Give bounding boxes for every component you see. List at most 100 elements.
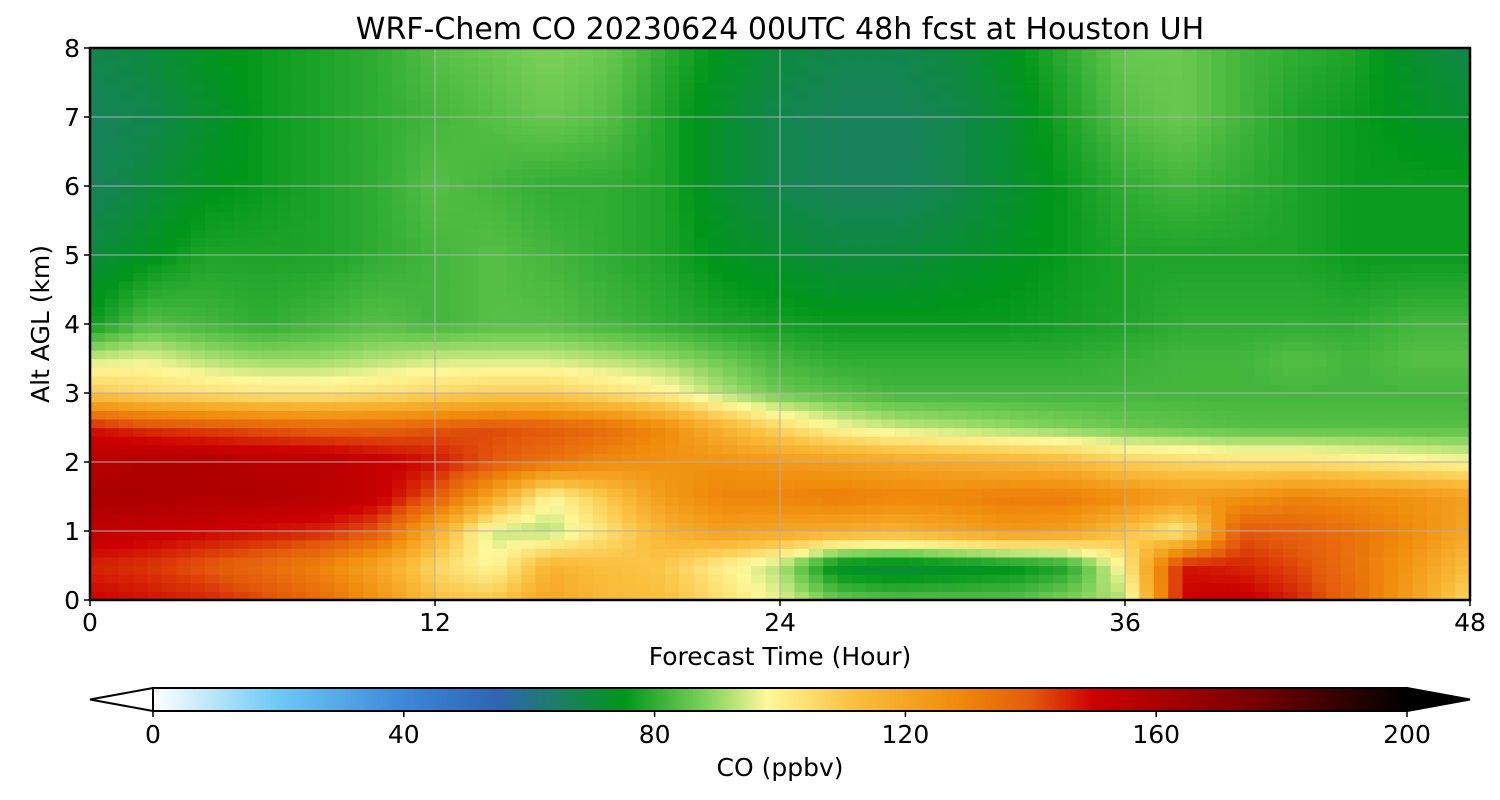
heatmap-cell [291,324,307,334]
heatmap-cell [1168,591,1184,600]
heatmap-cell [492,574,508,584]
heatmap-cell [1225,574,1241,584]
heatmap-cell [1412,548,1428,558]
heatmap-cell [521,220,537,230]
heatmap-cell [780,315,795,325]
heatmap-cell [348,160,364,170]
heatmap-cell [377,255,393,265]
heatmap-cell [176,272,192,282]
heatmap-cell [1168,349,1184,360]
heatmap-cell [808,436,824,446]
heatmap-cell [291,367,307,377]
heatmap-cell [262,151,278,161]
heatmap-cell [736,393,752,403]
heatmap-cell [478,539,494,549]
heatmap-cell [1125,298,1140,308]
heatmap-cell [751,324,767,334]
heatmap-cell [1053,591,1069,600]
heatmap-cell [1067,220,1083,230]
heatmap-cell [1081,349,1097,360]
heatmap-cell [1412,539,1428,549]
heatmap-cell [377,401,393,411]
heatmap-cell [1268,487,1284,498]
heatmap-cell [190,306,206,316]
heatmap-cell [1240,341,1255,351]
heatmap-cell [276,358,292,368]
heatmap-cell [607,436,623,446]
heatmap-cell [564,177,580,187]
heatmap-cell [233,505,249,515]
heatmap-cell [1153,237,1169,247]
heatmap-cell [348,574,364,584]
heatmap-cell [406,341,422,351]
heatmap-cell [406,418,422,429]
heatmap-cell [305,280,321,291]
heatmap-cell [133,332,149,342]
heatmap-cell [1412,332,1428,342]
heatmap-cell [1340,263,1356,273]
heatmap-cell [1283,160,1299,170]
heatmap-cell [938,574,954,584]
heatmap-cell [880,418,896,429]
heatmap-cell [1240,548,1255,558]
heatmap-cell [420,332,436,342]
heatmap-cell [478,556,494,567]
heatmap-cell [1211,496,1227,506]
heatmap-cell [895,574,910,584]
heatmap-cell [1139,246,1155,256]
heatmap-cell [219,496,235,506]
heatmap-cell [736,582,752,592]
heatmap-cell [190,496,206,506]
heatmap-cell [147,367,163,377]
heatmap-cell [1211,453,1227,463]
heatmap-cell [909,539,925,549]
heatmap-cell [233,393,249,403]
heatmap-cell [90,229,105,239]
heatmap-cell [1153,384,1169,394]
heatmap-cell [506,393,522,403]
heatmap-cell [506,487,522,498]
heatmap-cell [1153,177,1169,187]
heatmap-cell [708,229,724,239]
heatmap-cell [262,341,278,351]
heatmap-cell [118,280,134,291]
heatmap-cell [104,505,120,515]
heatmap-cell [190,160,206,170]
heatmap-cell [334,582,350,592]
heatmap-cell [1340,565,1356,575]
heatmap-cell [1297,522,1313,532]
heatmap-cell [1211,211,1227,222]
heatmap-cell [938,470,954,480]
heatmap-cell [1024,427,1040,437]
heatmap-cell [1426,341,1442,351]
heatmap-cell [1455,591,1470,600]
heatmap-cell [923,556,939,567]
heatmap-cell [1441,556,1457,567]
heatmap-cell [909,298,925,308]
heatmap-cell [1455,237,1470,247]
heatmap-cell [104,444,120,454]
heatmap-cell [995,186,1011,196]
heatmap-cell [923,263,939,273]
heatmap-cell [147,186,163,196]
heatmap-cell [765,427,781,437]
heatmap-cell [794,315,810,325]
heatmap-cell [593,375,609,385]
heatmap-cell [104,315,120,325]
heatmap-cell [981,246,997,256]
heatmap-cell [564,341,580,351]
heatmap-cell [262,531,278,541]
heatmap-cell [923,444,939,454]
heatmap-cell [147,427,163,437]
heatmap-cell [679,298,695,308]
heatmap-cell [190,531,206,541]
heatmap-cell [406,246,422,256]
heatmap-cell [1081,513,1097,523]
heatmap-cell [550,367,565,377]
heatmap-cell [248,410,264,420]
heatmap-cell [391,539,407,549]
heatmap-cell [1053,211,1069,222]
heatmap-cell [248,289,264,299]
heatmap-cell [693,410,709,420]
heatmap-cell [636,160,652,170]
